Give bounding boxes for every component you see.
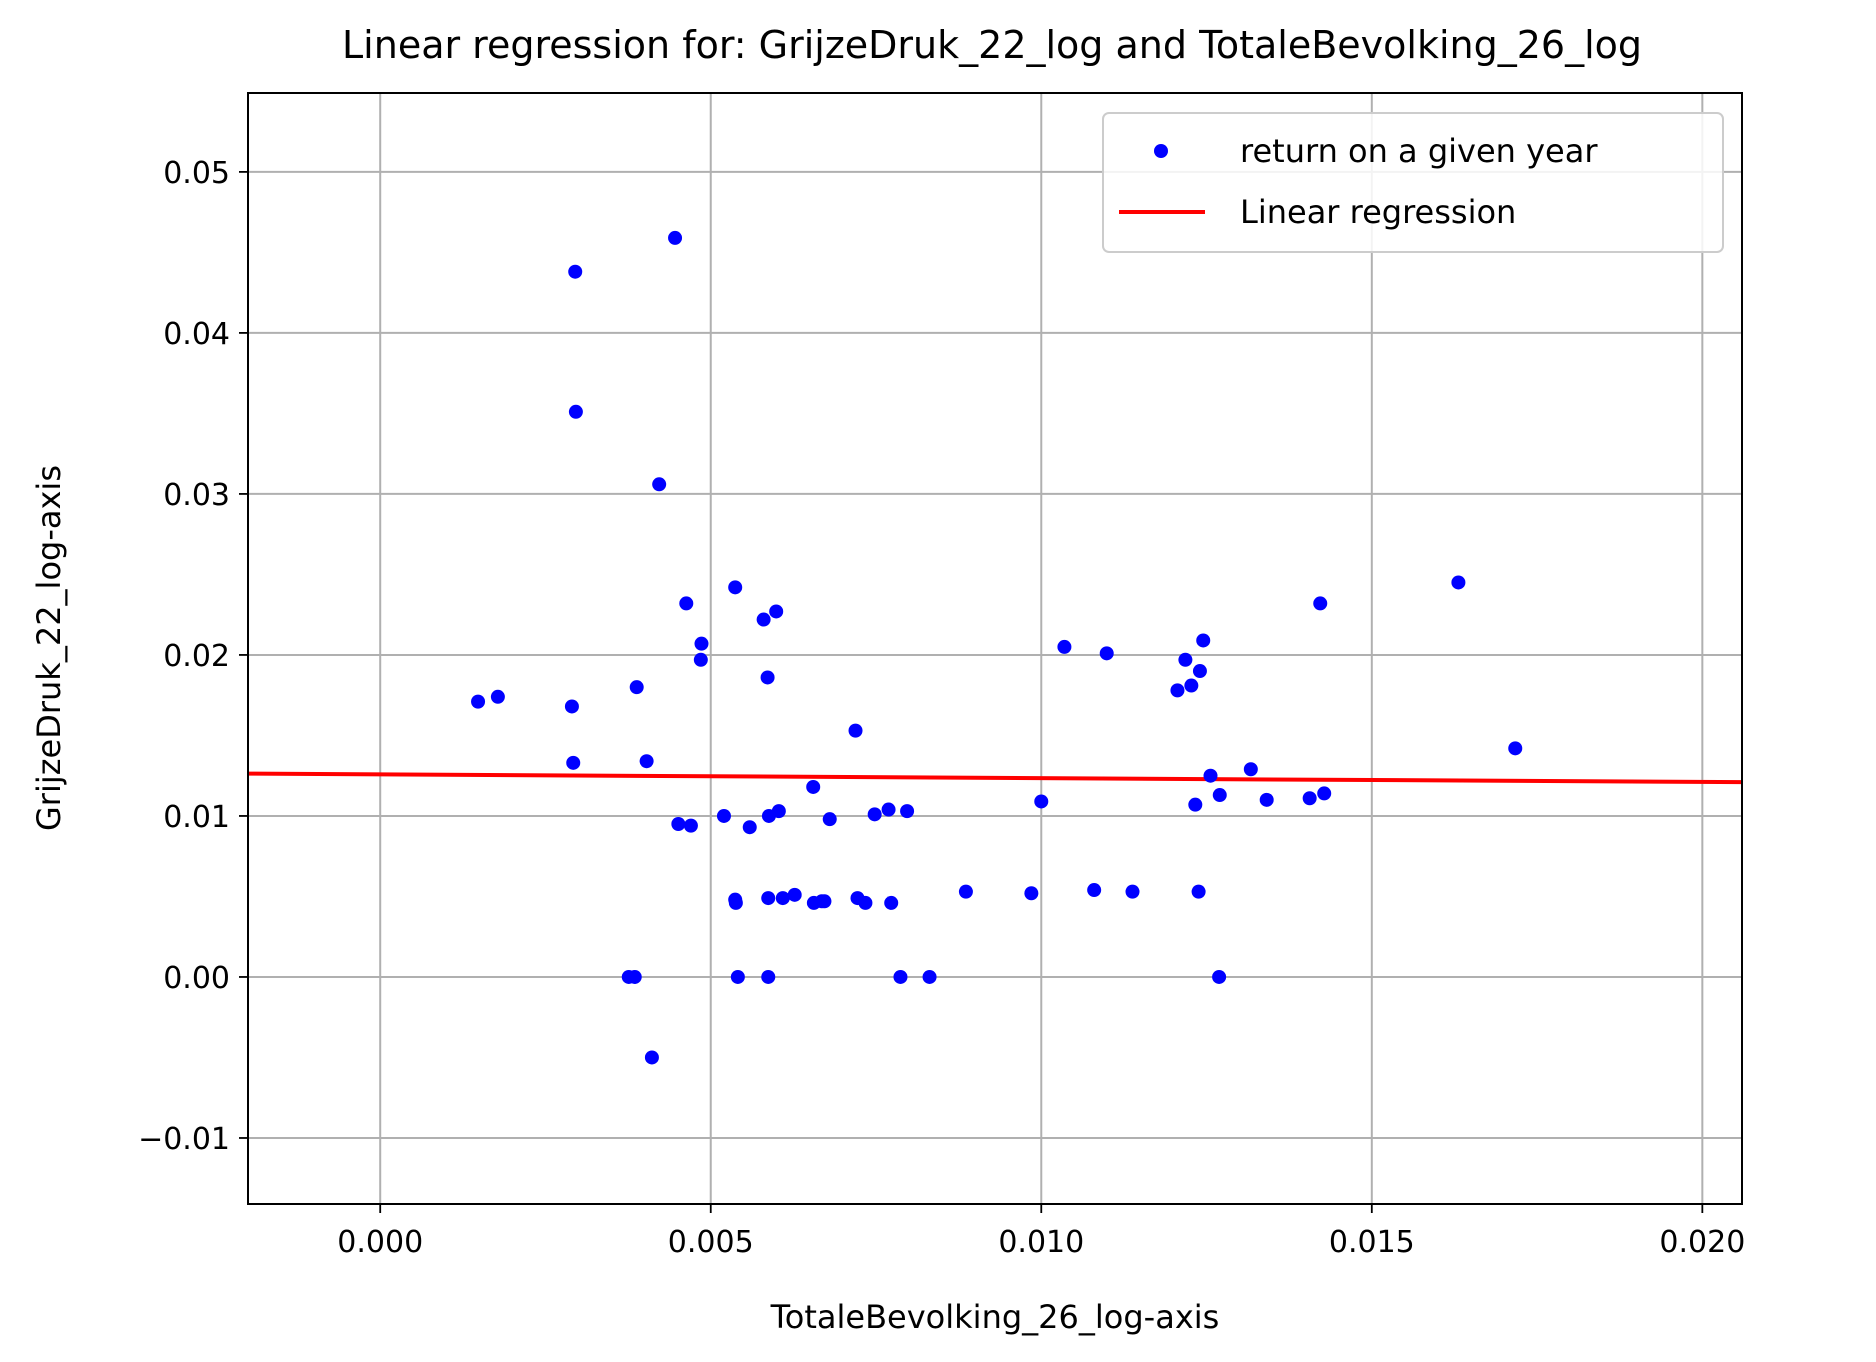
legend: return on a given year Linear regression [1102,112,1724,253]
data-point [775,891,790,906]
data-point [761,891,776,906]
x-tick-label: 0.010 [998,1225,1084,1260]
data-point [806,779,821,794]
data-point [644,1050,659,1065]
data-point [1188,797,1203,812]
data-point [1243,762,1258,777]
data-point [1451,575,1466,590]
regression-line-layer [247,771,1743,785]
data-point [1034,794,1049,809]
data-point [694,636,709,651]
data-point [1125,884,1140,899]
data-point [730,969,745,984]
data-point [742,820,757,835]
regression-line [247,771,1743,785]
data-point [1313,596,1328,611]
y-tick-label: 0.04 [163,317,230,352]
scatter-points [471,230,1523,1065]
data-point [769,604,784,619]
data-point [490,689,505,704]
legend-label-scatter: return on a given year [1240,132,1598,170]
data-point [1508,741,1523,756]
x-axis-ticks: 0.000 0.005 0.010 0.015 0.020 [337,1204,1745,1260]
data-point [900,804,915,819]
x-axis-label: TotaleBevolking_26_log-axis [770,1298,1220,1336]
data-point [716,808,731,823]
data-point [1087,883,1102,898]
data-point [848,723,863,738]
data-point [881,802,896,817]
chart-title: Linear regression for: GrijzeDruk_22_log… [342,23,1642,67]
data-point [867,807,882,822]
data-point [922,969,937,984]
legend-scatter-marker [1154,144,1168,158]
y-axis-ticks: −0.01 0.00 0.01 0.02 0.03 0.04 0.05 [138,156,248,1157]
data-point [1212,788,1227,803]
data-point [858,895,873,910]
data-point [1259,792,1274,807]
y-tick-label: 0.05 [163,156,230,191]
grid [248,93,1742,1204]
data-point [817,894,832,909]
plot-area-frame [247,92,1743,1205]
data-point [683,818,698,833]
data-point [893,969,908,984]
y-tick-label: 0.00 [163,961,230,996]
data-point [564,699,579,714]
data-point [1196,633,1211,648]
data-point [629,680,644,695]
y-tick-label: 0.01 [163,800,230,835]
data-point [761,969,776,984]
data-point [1170,683,1185,698]
data-point [566,755,581,770]
legend-label-regression: Linear regression [1240,193,1516,231]
data-point [1317,786,1332,801]
y-tick-label: 0.02 [163,639,230,674]
data-point [728,895,743,910]
data-point [771,804,786,819]
data-point [1057,639,1072,654]
data-point [1203,768,1218,783]
data-point [652,477,667,492]
data-point [1099,646,1114,661]
data-point [639,754,654,769]
x-tick-label: 0.000 [337,1225,423,1260]
data-point [471,694,486,709]
data-point [1024,886,1039,901]
legend-box [1102,112,1724,253]
data-point [693,652,708,667]
y-tick-label: −0.01 [138,1122,230,1157]
data-point [1184,678,1199,693]
x-tick-label: 0.015 [1329,1225,1415,1260]
data-point [568,264,583,279]
y-tick-label: 0.03 [163,478,230,513]
data-point [1212,969,1227,984]
data-point [1191,884,1206,899]
y-axis-label: GrijzeDruk_22_log-axis [30,465,68,831]
data-point [671,817,686,832]
data-point [787,887,802,902]
x-tick-label: 0.005 [668,1225,754,1260]
data-point [822,812,837,827]
data-point [958,884,973,899]
data-point [1302,791,1317,806]
data-point [627,969,642,984]
data-point [884,895,899,910]
data-point [679,596,694,611]
data-point [760,670,775,685]
data-point [756,612,771,627]
data-point [1178,652,1193,667]
x-tick-label: 0.020 [1659,1225,1745,1260]
data-point [728,580,743,595]
data-point [1192,664,1207,679]
data-point [668,230,683,245]
data-point [568,404,583,419]
